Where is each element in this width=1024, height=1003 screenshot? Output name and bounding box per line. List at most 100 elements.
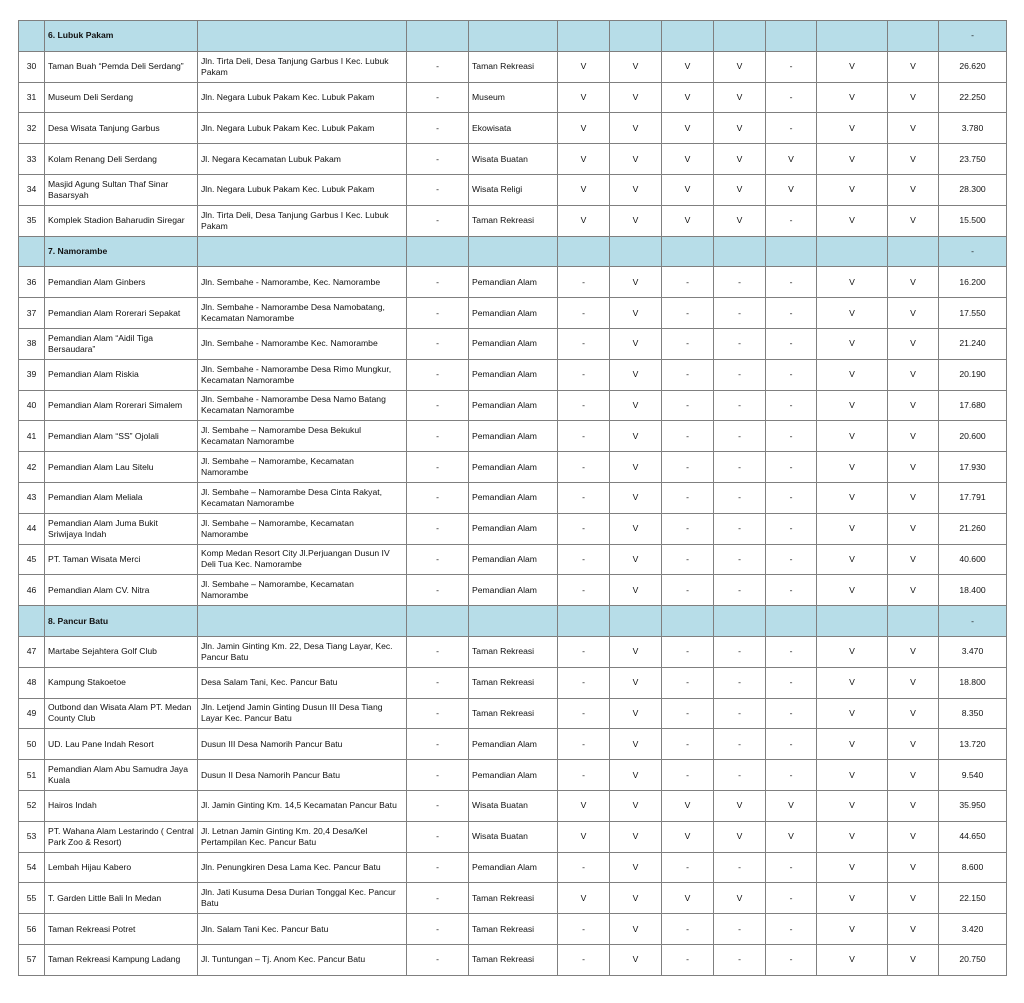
table-cell: - xyxy=(713,851,766,884)
table-row: 55 T. Garden Little Bali In Medan Jln. Jat… xyxy=(18,882,1007,915)
table-cell: V xyxy=(887,358,939,391)
table-row: 30 Taman Buah “Pemda Deli Serdang” Jln. Ti… xyxy=(18,50,1007,83)
table-cell: V xyxy=(557,81,610,114)
table-cell: Lembah Hijau Kabero xyxy=(44,851,198,884)
table-cell: V xyxy=(765,820,817,853)
empty-cell xyxy=(18,20,45,52)
table-cell: Pemandian Alam xyxy=(468,481,558,514)
table-cell: UD. Lau Pane Indah Resort xyxy=(44,728,198,761)
table-cell: - xyxy=(406,574,469,607)
table-cell: - xyxy=(765,728,817,761)
table-cell: Pemandian Alam xyxy=(468,327,558,360)
table-cell: - xyxy=(661,913,714,945)
table-cell: V xyxy=(765,789,817,822)
table-cell: 18.800 xyxy=(938,666,1007,699)
table-cell: 3.780 xyxy=(938,112,1007,145)
table-cell: - xyxy=(406,327,469,360)
table-cell: V xyxy=(609,759,662,791)
table-cell: 13.720 xyxy=(938,728,1007,761)
table-cell: 38 xyxy=(18,327,45,360)
table-cell: 39 xyxy=(18,358,45,391)
empty-cell xyxy=(468,605,558,637)
table-cell: - xyxy=(765,358,817,391)
empty-cell xyxy=(557,20,610,52)
table-cell: - xyxy=(406,943,469,976)
table-cell: - xyxy=(713,297,766,329)
table-cell: V xyxy=(765,173,817,206)
table-cell: - xyxy=(557,389,610,422)
empty-cell xyxy=(887,605,939,637)
table-cell: Pemandian Alam CV. Nitra xyxy=(44,574,198,607)
table-cell: 15.500 xyxy=(938,204,1007,237)
table-cell: Kampung Stakoetoe xyxy=(44,666,198,699)
table-cell: - xyxy=(406,266,469,299)
table-row: 42 Pemandian Alam Lau Sitelu Jl. Sembahe –… xyxy=(18,451,1007,483)
table-cell: V xyxy=(609,943,662,976)
table-cell: 42 xyxy=(18,451,45,483)
table-cell: V xyxy=(609,882,662,915)
table-cell: Jln. Negara Lubuk Pakam Kec. Lubuk Pakam xyxy=(197,81,407,114)
table-cell: Pemandian Alam Riskia xyxy=(44,358,198,391)
table-cell: Jl. Sembahe – Namorambe, Kecamatan Namor… xyxy=(197,512,407,545)
table-cell: - xyxy=(713,389,766,422)
table-cell: V xyxy=(816,512,888,545)
table-cell: - xyxy=(661,451,714,483)
table-cell: - xyxy=(713,451,766,483)
table-cell: Taman Buah “Pemda Deli Serdang” xyxy=(44,50,198,83)
table-cell: V xyxy=(887,297,939,329)
table-cell: V xyxy=(713,204,766,237)
table-cell: V xyxy=(609,266,662,299)
table-cell: - xyxy=(557,574,610,607)
table-cell: V xyxy=(609,512,662,545)
empty-cell xyxy=(816,20,888,52)
table-row: 56 Taman Rekreasi Potret Jln. Salam Tani K… xyxy=(18,913,1007,945)
table-cell: Taman Rekreasi xyxy=(468,913,558,945)
table-cell: - xyxy=(661,666,714,699)
table-cell: - xyxy=(406,728,469,761)
empty-cell xyxy=(406,235,469,268)
table-cell: Pemandian Alam xyxy=(468,358,558,391)
table-cell: V xyxy=(713,143,766,175)
section-title: 7. Namorambe xyxy=(44,235,198,268)
table-cell: V xyxy=(713,173,766,206)
table-cell: - xyxy=(765,635,817,668)
table-cell: V xyxy=(609,420,662,453)
table-cell: 54 xyxy=(18,851,45,884)
table-cell: V xyxy=(816,728,888,761)
table-cell: 22.250 xyxy=(938,81,1007,114)
table-cell: V xyxy=(887,112,939,145)
table-cell: 51 xyxy=(18,759,45,791)
table-cell: V xyxy=(816,697,888,730)
section-total: - xyxy=(938,605,1007,637)
table-cell: - xyxy=(406,358,469,391)
table-cell: - xyxy=(661,297,714,329)
table-cell: - xyxy=(557,851,610,884)
table-cell: - xyxy=(406,759,469,791)
table-cell: 22.150 xyxy=(938,882,1007,915)
table-cell: - xyxy=(406,297,469,329)
table-cell: V xyxy=(887,266,939,299)
table-cell: V xyxy=(609,543,662,576)
table-cell: 52 xyxy=(18,789,45,822)
table-cell: Pemandian Alam “SS” Ojolali xyxy=(44,420,198,453)
empty-cell xyxy=(816,605,888,637)
table-cell: 17.680 xyxy=(938,389,1007,422)
table-cell: - xyxy=(406,143,469,175)
table-cell: PT. Wahana Alam Lestarindo ( Central Par… xyxy=(44,820,198,853)
table-cell: V xyxy=(816,420,888,453)
table-cell: - xyxy=(557,543,610,576)
table-cell: 40 xyxy=(18,389,45,422)
table-cell: V xyxy=(661,820,714,853)
table-cell: Jln. Sembahe - Namorambe Kec. Namorambe xyxy=(197,327,407,360)
table-cell: Pemandian Alam Lau Sitelu xyxy=(44,451,198,483)
table-cell: V xyxy=(609,50,662,83)
table-cell: 49 xyxy=(18,697,45,730)
table-row: 44 Pemandian Alam Juma Bukit Sriwijaya In… xyxy=(18,512,1007,545)
table-cell: Pemandian Alam xyxy=(468,851,558,884)
table-cell: Kolam Renang Deli Serdang xyxy=(44,143,198,175)
table-cell: - xyxy=(661,851,714,884)
table-cell: V xyxy=(609,389,662,422)
attractions-table: 6. Lubuk Pakam - 30 Taman Buah “Pemda Deli … xyxy=(18,20,1007,976)
table-cell: - xyxy=(406,820,469,853)
table-cell: V xyxy=(661,789,714,822)
